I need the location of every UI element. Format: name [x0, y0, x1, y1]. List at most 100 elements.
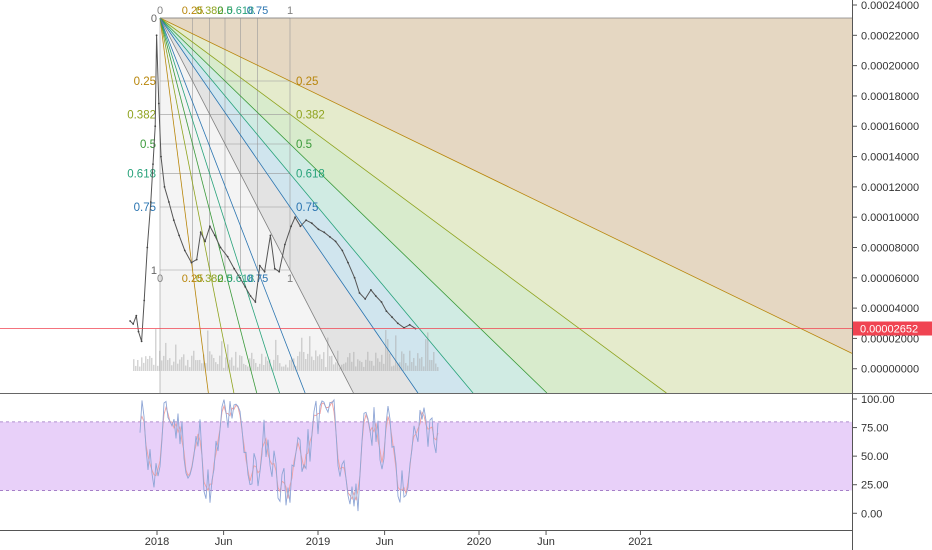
price-point [380, 301, 383, 303]
last-price-label: 0.00002652 [860, 324, 918, 336]
price-point [329, 236, 331, 238]
volume-bar [345, 362, 347, 371]
y-axis-main-ticks: 0.00024000 0.00022000 0.00020000 0.00018000… [852, 0, 919, 376]
x-tick-label: 2020 [467, 536, 491, 548]
price-point [290, 225, 292, 228]
volume-bar [403, 353, 405, 371]
volume-bar [425, 339, 427, 371]
volume-bar [235, 351, 237, 371]
volume-bar [359, 360, 361, 371]
volume-bar [195, 360, 197, 371]
volume-bar [319, 354, 321, 371]
volume-bar [343, 363, 345, 371]
volume-bar [297, 356, 299, 371]
price-point [305, 219, 307, 222]
volume-bar [415, 365, 417, 371]
oscillator-series [139, 398, 439, 512]
volume-bar [353, 351, 355, 371]
volume-bar [321, 358, 323, 371]
fan-level-label-right: 0.5 [296, 139, 312, 151]
volume-bar [199, 359, 201, 371]
last-price-badge: 0.00002652 [853, 321, 932, 336]
volume-bar [337, 350, 339, 371]
fan-level-label-right: 0.25 [296, 76, 318, 88]
oscillator-pane [0, 398, 852, 512]
volume-bar [187, 359, 189, 371]
volume-bar [189, 367, 191, 371]
x-tick-label: Jun [537, 536, 555, 548]
volume-bar [277, 355, 279, 371]
y-tick-label: 0.00012000 [861, 182, 919, 194]
volume-bar [361, 362, 363, 371]
fan-level-label-left: 0.75 [134, 202, 156, 214]
price-point [149, 201, 152, 203]
price-point [294, 216, 296, 219]
volume-bar [245, 364, 247, 371]
volume-bar [357, 359, 359, 371]
volume-bar [221, 341, 223, 371]
volume-bar [383, 363, 385, 371]
volume-bar [155, 329, 157, 371]
fan-fill-band [160, 18, 852, 393]
volume-bar [301, 337, 303, 371]
volume-bar [339, 367, 341, 371]
price-point [391, 316, 393, 319]
volume-bars [133, 329, 439, 371]
fan-vertical-ray [159, 17, 306, 394]
fan-ray [159, 17, 853, 354]
price-point [364, 298, 367, 300]
price-point [317, 228, 320, 231]
volume-bar [259, 363, 261, 371]
price-point [154, 125, 157, 128]
volume-bar [349, 353, 351, 371]
volume-bar [395, 335, 397, 371]
price-point [190, 261, 193, 264]
price-point [204, 240, 207, 243]
volume-bar [433, 352, 435, 371]
price-point [168, 201, 170, 203]
volume-bar [391, 366, 393, 371]
volume-bar [365, 359, 367, 371]
price-series [129, 34, 417, 343]
volume-bar [411, 361, 413, 371]
volume-bar [175, 344, 177, 371]
x-tick-label: 2019 [306, 536, 330, 548]
price-point [178, 234, 181, 237]
price-point [132, 323, 135, 325]
fan-vertical-ray [159, 17, 235, 394]
volume-bar [333, 364, 335, 371]
volume-bar [275, 339, 277, 371]
y-tick-label: 0.00014000 [861, 152, 919, 164]
volume-bar [183, 354, 185, 371]
price-point [157, 102, 160, 105]
volume-bar [191, 355, 193, 371]
price-point [140, 340, 143, 343]
volume-bar [371, 360, 373, 371]
volume-bar [207, 330, 209, 371]
price-point [341, 249, 344, 252]
volume-bar [397, 363, 399, 371]
x-tick-label: 2021 [628, 536, 652, 548]
volume-bar [145, 356, 147, 371]
volume-bar [437, 367, 439, 371]
volume-bar [135, 365, 137, 371]
volume-bar [237, 367, 239, 371]
price-point [353, 276, 356, 279]
volume-bar [313, 360, 315, 371]
y-tick-label: 0.00000000 [861, 364, 919, 376]
x-axis-ticks: 2018 Jun 2019 Jun 2020 Jun 2021 [145, 530, 653, 548]
price-point [408, 323, 411, 326]
volume-bar [185, 365, 187, 371]
volume-bar [429, 359, 431, 371]
x-tick-label: 2018 [145, 536, 169, 548]
volume-bar [239, 355, 241, 371]
volume-bar [291, 358, 293, 371]
price-point [129, 320, 132, 322]
price-point [334, 240, 337, 243]
volume-bar [261, 353, 263, 371]
price-point [195, 258, 198, 261]
volume-bar [303, 352, 305, 371]
